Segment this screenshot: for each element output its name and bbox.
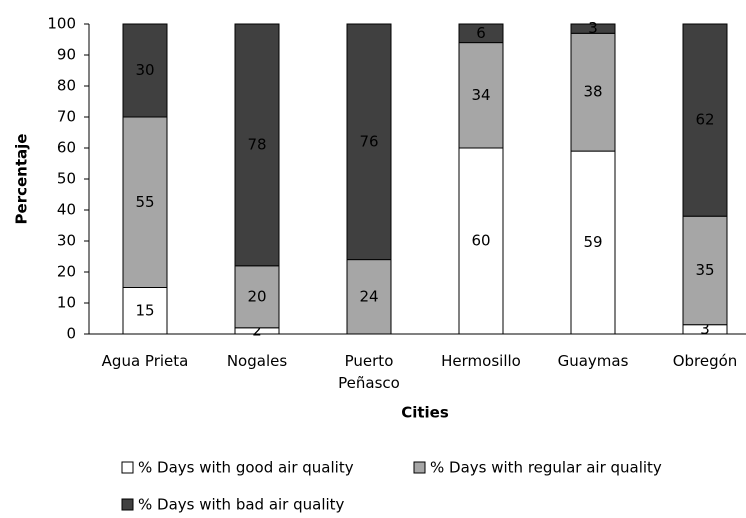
y-tick-label: 0	[66, 325, 76, 343]
bar-segment	[682, 215, 728, 326]
data-label: 62	[695, 111, 714, 129]
data-label: 34	[471, 86, 490, 104]
x-tick-label: Obregón	[672, 352, 738, 370]
bar-segment	[346, 23, 392, 261]
data-label: 76	[359, 132, 378, 150]
bar-segment	[570, 150, 616, 335]
data-label: 55	[135, 193, 154, 211]
data-label: 2	[252, 321, 262, 339]
data-label: 78	[247, 135, 266, 153]
x-tick-label: Hermosillo	[441, 352, 521, 370]
bar-segment	[458, 42, 504, 149]
bar-segment	[570, 32, 616, 152]
bar-segment	[570, 23, 616, 34]
data-label: 35	[695, 261, 714, 279]
bar-segment	[458, 23, 504, 44]
x-tick-label: Guaymas	[557, 352, 629, 370]
bar-segment	[122, 287, 168, 335]
y-tick-label: 100	[47, 15, 76, 33]
data-label: 20	[247, 287, 266, 305]
y-tick-label: 70	[57, 108, 76, 126]
y-tick-label: 10	[57, 294, 76, 312]
data-label: 30	[135, 61, 154, 79]
x-tick-label: Agua Prieta	[101, 352, 189, 370]
y-tick-label: 80	[57, 77, 76, 95]
legend-swatch	[121, 461, 134, 474]
y-tick-label: 20	[57, 263, 76, 281]
y-tick-label: 40	[57, 201, 76, 219]
legend-swatch	[121, 498, 134, 511]
data-label: 38	[583, 83, 602, 101]
legend-label: % Days with bad air quality	[138, 496, 345, 514]
bar-segment	[682, 23, 728, 217]
data-label: 60	[471, 232, 490, 250]
y-axis-title: Percentaje	[13, 134, 31, 225]
y-tick-label: 30	[57, 232, 76, 250]
data-label: 15	[135, 301, 154, 319]
data-label: 24	[359, 287, 378, 305]
legend-label: % Days with regular air quality	[430, 459, 662, 477]
bar-segment	[122, 23, 168, 118]
x-axis-title: Cities	[401, 404, 449, 422]
data-label: 3	[588, 19, 598, 37]
bar-segment	[234, 265, 280, 329]
data-label: 3	[700, 320, 710, 338]
bar-segment	[234, 23, 280, 267]
legend-label: % Days with good air quality	[138, 459, 354, 477]
data-label: 59	[583, 233, 602, 251]
legend-swatch	[413, 461, 426, 474]
bar-segment	[122, 116, 168, 288]
bar-segment	[458, 147, 504, 335]
x-tick-label: Nogales	[226, 352, 288, 370]
data-label: 6	[476, 24, 486, 42]
y-tick-label: 50	[57, 170, 76, 188]
y-tick-label: 60	[57, 139, 76, 157]
x-tick-label: Puerto Peñasco	[338, 352, 400, 392]
y-tick-label: 90	[57, 46, 76, 64]
